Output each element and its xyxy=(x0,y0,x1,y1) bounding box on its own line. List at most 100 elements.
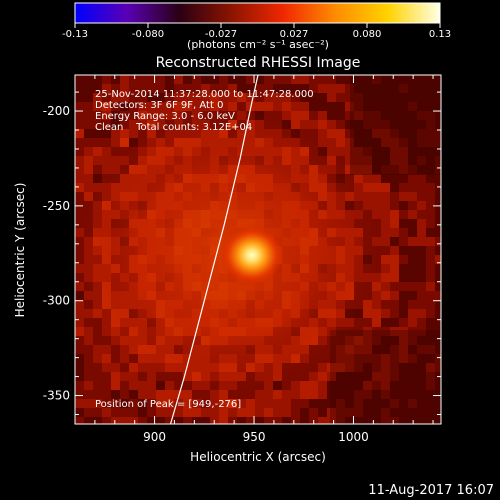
heatmap-cell xyxy=(417,345,426,354)
heatmap-cell xyxy=(345,354,354,363)
heatmap-cell xyxy=(255,417,264,424)
heatmap-cell xyxy=(372,138,381,147)
heatmap-cell xyxy=(381,120,390,129)
heatmap-cell xyxy=(75,174,84,183)
heatmap-cell xyxy=(255,93,264,102)
heatmap-cell xyxy=(345,363,354,372)
y-tick-label: -300 xyxy=(43,294,70,308)
info-detectors: Detectors: 3F 6F 9F, Att 0 xyxy=(95,100,223,111)
heatmap-cell xyxy=(435,174,441,183)
heatmap-cell xyxy=(84,318,93,327)
heatmap-cell xyxy=(147,381,156,390)
heatmap-cell xyxy=(111,381,120,390)
heatmap-cell xyxy=(165,381,174,390)
heatmap-cell xyxy=(372,381,381,390)
heatmap-cell xyxy=(399,183,408,192)
heatmap-cell xyxy=(417,318,426,327)
heatmap-cell xyxy=(381,84,390,93)
heatmap-cell xyxy=(426,174,435,183)
heatmap-cell xyxy=(156,93,165,102)
heatmap-cell xyxy=(246,390,255,399)
heatmap-cell xyxy=(390,174,399,183)
heatmap-shade xyxy=(350,75,441,175)
heatmap-cell xyxy=(354,381,363,390)
heatmap-cell xyxy=(156,372,165,381)
heatmap-cell xyxy=(147,390,156,399)
heatmap-cell xyxy=(192,75,201,84)
heatmap-cell xyxy=(327,75,336,84)
colorbar-units: (photons cm⁻² s⁻¹ asec⁻²) xyxy=(187,38,329,51)
heatmap-cell xyxy=(399,381,408,390)
heatmap-cell xyxy=(210,102,219,111)
heatmap-cell xyxy=(345,102,354,111)
heatmap-cell xyxy=(336,408,345,417)
heatmap-cell xyxy=(363,345,372,354)
heatmap-cell xyxy=(345,381,354,390)
heatmap-cell xyxy=(291,111,300,120)
info-clean-counts: Clean Total counts: 3.12E+04 xyxy=(95,122,252,133)
heatmap-cell xyxy=(399,210,408,219)
heatmap-cell xyxy=(93,363,102,372)
heatmap-cell xyxy=(345,84,354,93)
heatmap-cell xyxy=(435,102,441,111)
heatmap-cell xyxy=(390,93,399,102)
heatmap-cell xyxy=(426,345,435,354)
heatmap-cell xyxy=(435,255,441,264)
heatmap-cell xyxy=(372,417,381,424)
heatmap-cell xyxy=(75,120,84,129)
heatmap-cell xyxy=(327,363,336,372)
heatmap-cell xyxy=(399,336,408,345)
heatmap-cell xyxy=(426,102,435,111)
heatmap-cell xyxy=(75,273,84,282)
heatmap-cell xyxy=(408,210,417,219)
heatmap-cell xyxy=(372,354,381,363)
heatmap-cell xyxy=(84,327,93,336)
heatmap-cell xyxy=(264,84,273,93)
heatmap-cell xyxy=(75,381,84,390)
heatmap-cell xyxy=(84,147,93,156)
heatmap-cell xyxy=(399,102,408,111)
heatmap-cell xyxy=(408,93,417,102)
heatmap-cell xyxy=(201,390,210,399)
heatmap-cell xyxy=(129,129,138,138)
heatmap-cell xyxy=(390,264,399,273)
heatmap-cell xyxy=(435,309,441,318)
heatmap-cell xyxy=(210,84,219,93)
heatmap-cell xyxy=(363,111,372,120)
heatmap-cell xyxy=(408,336,417,345)
heatmap-cell xyxy=(102,147,111,156)
heatmap-cell xyxy=(417,156,426,165)
heatmap-cell xyxy=(408,408,417,417)
heatmap-cell xyxy=(363,363,372,372)
heatmap-cell xyxy=(318,75,327,84)
heatmap-cell xyxy=(372,201,381,210)
heatmap-cell xyxy=(147,84,156,93)
heatmap-cell xyxy=(417,273,426,282)
heatmap-cell xyxy=(210,93,219,102)
heatmap-cell xyxy=(435,327,441,336)
heatmap-cell xyxy=(75,228,84,237)
heatmap-cell xyxy=(219,417,228,424)
heatmap-cell xyxy=(147,93,156,102)
heatmap-cell xyxy=(435,129,441,138)
heatmap-cell xyxy=(120,120,129,129)
heatmap-cell xyxy=(399,228,408,237)
heatmap-cell xyxy=(381,372,390,381)
heatmap-cell xyxy=(228,75,237,84)
heatmap-cell xyxy=(192,408,201,417)
heatmap-cell xyxy=(381,174,390,183)
heatmap-cell xyxy=(354,345,363,354)
heatmap-cell xyxy=(372,282,381,291)
heatmap-cell xyxy=(399,156,408,165)
heatmap-cell xyxy=(93,75,102,84)
heatmap-cell xyxy=(228,408,237,417)
heatmap-cell xyxy=(372,327,381,336)
heatmap-cell xyxy=(363,93,372,102)
heatmap-cell xyxy=(426,201,435,210)
heatmap-cell xyxy=(399,111,408,120)
heatmap-cell xyxy=(84,138,93,147)
heatmap-cell xyxy=(111,102,120,111)
heatmap-cell xyxy=(435,210,441,219)
heatmap-cell xyxy=(165,84,174,93)
heatmap-cell xyxy=(408,291,417,300)
